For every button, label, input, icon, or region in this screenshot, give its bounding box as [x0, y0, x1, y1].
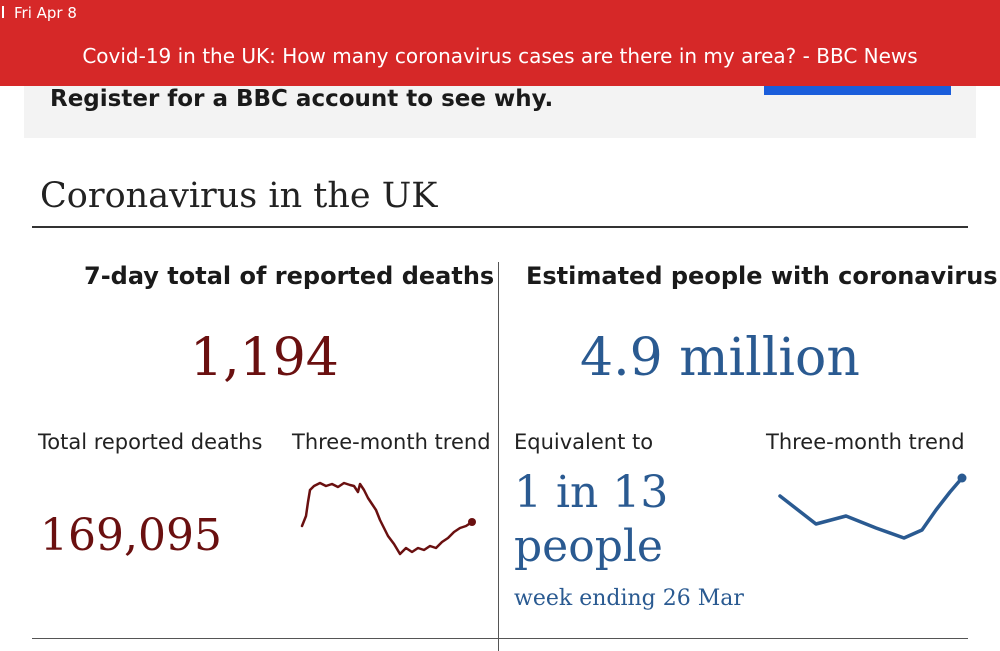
register-button[interactable] — [764, 86, 951, 95]
deaths-trend-label: Three-month trend — [292, 430, 491, 454]
deaths-7day-value: 1,194 — [190, 328, 339, 388]
register-text: Register for a BBC account to see why. — [50, 86, 554, 112]
equivalent-ratio: 1 in 13 — [514, 467, 669, 518]
total-deaths-value: 169,095 — [40, 510, 222, 561]
status-indicator — [2, 6, 4, 18]
deaths-heading: 7-day total of reported deaths — [84, 262, 495, 290]
page-title-banner[interactable]: Covid-19 in the UK: How many coronavirus… — [82, 44, 918, 68]
equivalent-value: 1 in 13 people — [514, 466, 668, 574]
deaths-trend-sparkline — [300, 481, 476, 556]
section-title: Coronavirus in the UK — [40, 176, 438, 216]
column-divider — [498, 262, 499, 651]
infections-trend-label: Three-month trend — [766, 430, 965, 454]
equivalent-label: Equivalent to — [514, 430, 654, 454]
title-divider — [32, 226, 968, 228]
app-banner: Fri Apr 8 Covid-19 in the UK: How many c… — [0, 0, 1000, 86]
equivalent-people: people — [514, 521, 663, 572]
infections-value: 4.9 million — [580, 328, 860, 388]
bottom-divider — [32, 638, 968, 639]
register-prompt: Register for a BBC account to see why. — [24, 86, 976, 138]
infections-heading: Estimated people with coronavirus — [526, 262, 998, 290]
total-deaths-label: Total reported deaths — [38, 430, 263, 454]
infections-trend-sparkline — [778, 473, 967, 540]
week-ending-note: week ending 26 Mar — [514, 586, 744, 611]
status-date: Fri Apr 8 — [14, 4, 77, 22]
